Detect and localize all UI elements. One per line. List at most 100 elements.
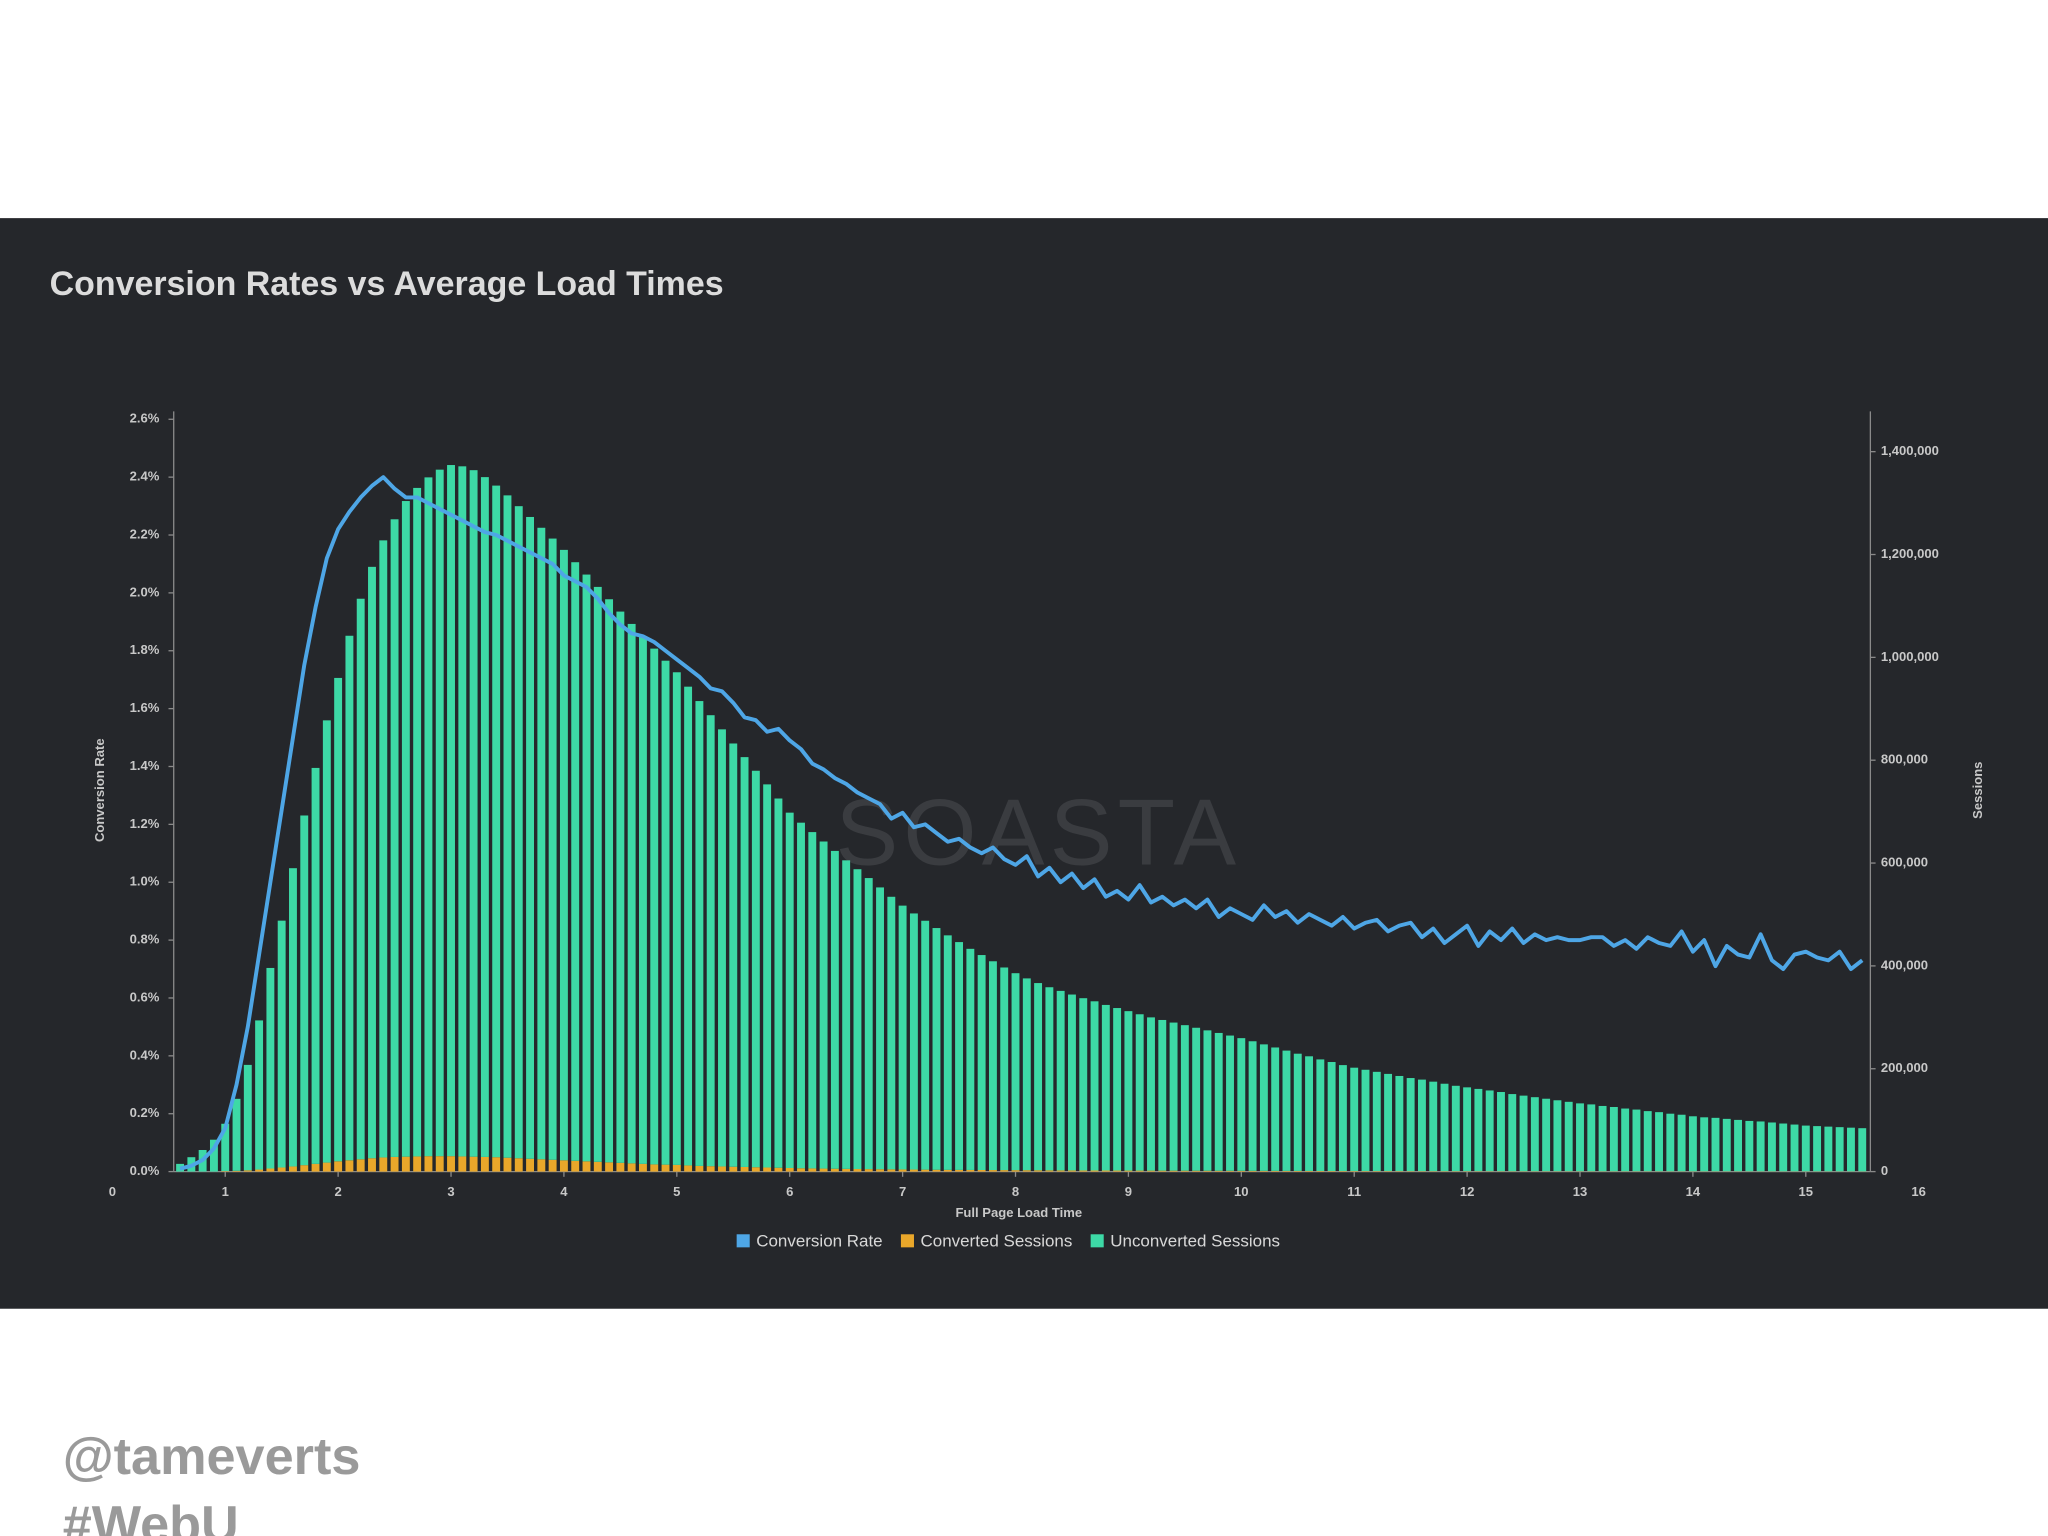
bar bbox=[1045, 987, 1054, 1171]
bar bbox=[1417, 1079, 1426, 1172]
bar bbox=[1485, 1090, 1494, 1172]
bar bbox=[808, 832, 817, 1169]
bar bbox=[1214, 1032, 1223, 1171]
bar bbox=[616, 1162, 625, 1172]
y2-tick-label: 600,000 bbox=[1881, 855, 1928, 870]
bar bbox=[864, 1169, 873, 1172]
bar bbox=[1101, 1170, 1110, 1172]
bar bbox=[1011, 973, 1020, 1171]
bar bbox=[1147, 1017, 1155, 1171]
x-tick-label: 12 bbox=[1460, 1184, 1475, 1199]
bar bbox=[243, 1170, 252, 1172]
bar bbox=[605, 1162, 614, 1172]
bar bbox=[1440, 1083, 1449, 1172]
y-tick-label: 1.6% bbox=[130, 700, 160, 715]
bar bbox=[1056, 1170, 1065, 1172]
chart-title: Conversion Rates vs Average Load Times bbox=[50, 265, 724, 303]
bar bbox=[593, 586, 602, 1162]
bar bbox=[447, 1156, 455, 1172]
bar bbox=[401, 501, 410, 1157]
bar bbox=[1429, 1081, 1438, 1172]
bar bbox=[650, 648, 659, 1165]
bar bbox=[1576, 1103, 1584, 1172]
bar bbox=[1463, 1087, 1472, 1172]
x-tick-label: 1 bbox=[222, 1184, 229, 1199]
bar bbox=[1734, 1119, 1743, 1172]
bar bbox=[1011, 1170, 1020, 1172]
bar bbox=[1068, 994, 1076, 1171]
bar bbox=[977, 1169, 986, 1172]
bar bbox=[334, 1161, 343, 1172]
bar bbox=[1824, 1126, 1833, 1172]
bar bbox=[751, 1167, 760, 1172]
bar bbox=[514, 506, 523, 1159]
y-tick-label: 0.8% bbox=[130, 932, 160, 947]
x-tick-label: 8 bbox=[1012, 1184, 1019, 1199]
x-tick-label: 7 bbox=[899, 1184, 906, 1199]
bar bbox=[1259, 1044, 1268, 1171]
x-tick-label: 15 bbox=[1799, 1184, 1814, 1199]
bar bbox=[334, 677, 343, 1162]
bar bbox=[1790, 1124, 1799, 1172]
y-tick-label: 1.2% bbox=[130, 816, 160, 831]
bar bbox=[266, 1168, 275, 1172]
y-tick-label: 2.6% bbox=[130, 411, 160, 426]
bar bbox=[661, 660, 670, 1165]
bar bbox=[876, 887, 884, 1170]
bar bbox=[379, 540, 388, 1158]
x-tick-label: 10 bbox=[1234, 1184, 1249, 1199]
bar bbox=[469, 470, 478, 1157]
bar bbox=[1169, 1022, 1178, 1171]
bar bbox=[853, 1169, 862, 1172]
bar bbox=[379, 1157, 388, 1172]
bar bbox=[1282, 1050, 1291, 1171]
bar bbox=[1090, 1001, 1099, 1171]
bar bbox=[706, 1166, 715, 1172]
bar bbox=[582, 1161, 591, 1172]
bar bbox=[209, 1139, 218, 1172]
bar bbox=[1316, 1059, 1325, 1172]
bar bbox=[718, 729, 726, 1167]
bar bbox=[480, 477, 489, 1157]
bar bbox=[413, 1156, 422, 1172]
bar bbox=[1034, 983, 1043, 1171]
bar bbox=[447, 465, 455, 1157]
bar bbox=[1632, 1109, 1641, 1172]
bar bbox=[1338, 1171, 1347, 1172]
x-tick-label: 5 bbox=[673, 1184, 680, 1199]
bar bbox=[1068, 1170, 1076, 1172]
x-tick-label: 0 bbox=[109, 1184, 116, 1199]
bar bbox=[1124, 1170, 1133, 1172]
bar bbox=[289, 868, 297, 1167]
bar bbox=[1022, 1170, 1031, 1172]
bar bbox=[977, 955, 986, 1170]
bar bbox=[413, 487, 422, 1157]
bar bbox=[356, 1159, 365, 1172]
bar bbox=[1305, 1056, 1313, 1171]
bar bbox=[548, 1159, 557, 1172]
bar bbox=[1305, 1170, 1313, 1172]
x-tick-label: 11 bbox=[1347, 1184, 1361, 1199]
y2-tick-label: 400,000 bbox=[1881, 957, 1928, 972]
bar bbox=[1384, 1073, 1393, 1172]
bar bbox=[830, 1168, 839, 1172]
bar bbox=[1000, 967, 1009, 1171]
x-tick-label: 14 bbox=[1686, 1184, 1701, 1199]
bar bbox=[819, 841, 828, 1169]
bar bbox=[1813, 1126, 1822, 1172]
bar bbox=[1384, 1171, 1393, 1172]
bar bbox=[955, 1169, 964, 1172]
bar bbox=[842, 1168, 851, 1172]
bar bbox=[830, 850, 839, 1169]
bar bbox=[356, 598, 365, 1160]
bar bbox=[774, 798, 783, 1168]
y-tick-label: 1.0% bbox=[130, 874, 160, 889]
bar bbox=[988, 1170, 997, 1172]
bar bbox=[1113, 1008, 1122, 1171]
bar bbox=[1530, 1097, 1539, 1172]
bar bbox=[221, 1171, 230, 1172]
y2-tick-label: 0 bbox=[1881, 1163, 1888, 1178]
bar bbox=[1587, 1104, 1596, 1172]
bar bbox=[1338, 1065, 1347, 1172]
y2-tick-label: 1,000,000 bbox=[1881, 649, 1939, 664]
